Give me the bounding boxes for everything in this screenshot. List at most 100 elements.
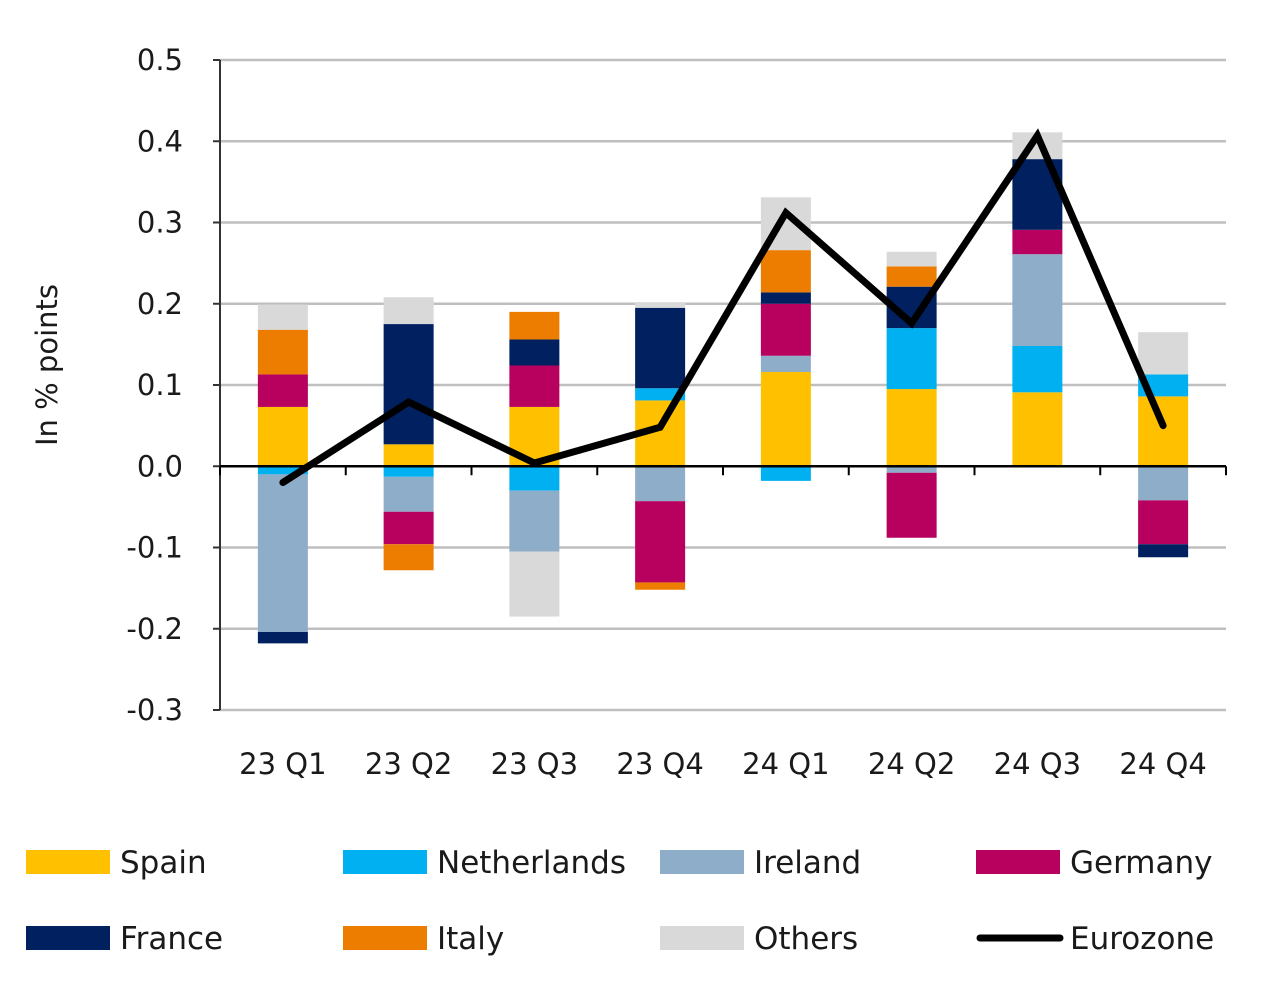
point-eurozone-24-q4 <box>1162 425 1164 427</box>
legend-label-italy: Italy <box>437 921 504 957</box>
bar-spain-24-q4 <box>1138 396 1189 467</box>
x-tick-label: 24 Q2 <box>868 747 955 781</box>
bar-italy-23-q3 <box>509 311 560 340</box>
legend-item-france: France <box>26 921 223 957</box>
legend-item-netherlands: Netherlands <box>343 845 626 881</box>
bar-others-23-q4 <box>635 302 686 308</box>
eurozone-line-layer <box>279 128 1167 486</box>
bar-ireland-24-q4 <box>1138 466 1189 501</box>
bar-netherlands-23-q4 <box>635 388 686 401</box>
y-tick-label: -0.2 <box>126 612 183 646</box>
bar-netherlands-24-q2 <box>886 328 937 390</box>
legend-item-eurozone: Eurozone <box>976 921 1214 957</box>
legend-swatch-germany <box>976 850 1060 874</box>
legend-label-netherlands: Netherlands <box>437 845 626 881</box>
legend: Spain Netherlands Ireland Germany France Ital… <box>26 845 1214 957</box>
bar-germany-23-q2 <box>383 511 434 545</box>
bar-france-24-q1 <box>760 292 811 304</box>
legend-swatch-others <box>660 926 744 950</box>
y-tick-label: 0.4 <box>137 124 183 158</box>
bar-others-23-q3 <box>509 551 560 617</box>
bar-netherlands-24-q1 <box>760 466 811 481</box>
axes <box>213 59 1227 711</box>
legend-label-others: Others <box>754 921 858 957</box>
bar-germany-23-q1 <box>257 374 308 407</box>
bar-spain-24-q1 <box>760 372 811 467</box>
y-tick-label: 0.2 <box>137 287 183 321</box>
legend-item-others: Others <box>660 921 858 957</box>
bar-ireland-24-q2 <box>886 466 937 473</box>
legend-label-france: France <box>120 921 223 957</box>
point-eurozone-23-q4 <box>659 426 661 428</box>
x-tick-label: 24 Q1 <box>742 747 829 781</box>
bar-ireland-23-q2 <box>383 476 434 512</box>
legend-item-spain: Spain <box>26 845 207 881</box>
bar-italy-23-q1 <box>257 329 308 375</box>
legend-label-germany: Germany <box>1070 845 1212 881</box>
bar-germany-24-q1 <box>760 303 811 356</box>
bar-spain-24-q2 <box>886 389 937 467</box>
x-tick-label: 23 Q1 <box>239 747 326 781</box>
x-tick-label: 23 Q3 <box>491 747 578 781</box>
legend-swatch-france <box>26 926 110 950</box>
x-tick-label: 23 Q2 <box>365 747 452 781</box>
bar-spain-23-q2 <box>383 444 434 467</box>
bar-spain-23-q1 <box>257 406 308 467</box>
bar-ireland-24-q3 <box>1012 254 1063 346</box>
bar-germany-23-q3 <box>509 365 560 407</box>
bar-netherlands-23-q1 <box>257 466 308 475</box>
bar-france-24-q4 <box>1138 544 1189 558</box>
y-tick-labels: -0.3 -0.2 -0.1 0.0 0.1 0.2 0.3 0.4 0.5 <box>126 43 183 727</box>
point-eurozone-23-q3 <box>533 462 535 464</box>
bar-ireland-24-q1 <box>760 355 811 372</box>
x-tick-label: 24 Q3 <box>994 747 1081 781</box>
bar-others-24-q2 <box>886 251 937 267</box>
point-eurozone-24-q3 <box>1036 135 1038 137</box>
y-tick-label: 0.3 <box>137 206 183 240</box>
legend-label-eurozone: Eurozone <box>1070 921 1214 957</box>
legend-item-ireland: Ireland <box>660 845 861 881</box>
legend-label-ireland: Ireland <box>754 845 861 881</box>
legend-item-italy: Italy <box>343 921 504 957</box>
bar-ireland-23-q3 <box>509 490 560 552</box>
grid-lines <box>220 58 1226 712</box>
y-tick-label: -0.1 <box>126 531 183 565</box>
legend-swatch-italy <box>343 926 427 950</box>
bar-italy-24-q2 <box>886 266 937 287</box>
point-eurozone-23-q1 <box>282 482 284 483</box>
bar-germany-24-q4 <box>1138 500 1189 545</box>
legend-swatch-ireland <box>660 850 744 874</box>
bar-france-23-q3 <box>509 339 560 366</box>
y-tick-label: 0.1 <box>137 368 183 402</box>
bar-netherlands-23-q2 <box>383 466 434 477</box>
bar-france-23-q2 <box>383 324 434 445</box>
legend-item-germany: Germany <box>976 845 1212 881</box>
bar-germany-23-q4 <box>635 501 686 583</box>
bar-others-23-q2 <box>383 297 434 325</box>
x-tick-label: 24 Q4 <box>1119 747 1206 781</box>
bar-germany-24-q3 <box>1012 229 1063 255</box>
x-tick-label: 23 Q4 <box>616 747 703 781</box>
bar-others-23-q1 <box>257 304 308 330</box>
y-axis-title: In % points <box>30 284 64 446</box>
bar-spain-24-q3 <box>1012 392 1063 467</box>
stacked-bars <box>257 132 1189 644</box>
line-eurozone <box>279 128 1167 486</box>
bar-netherlands-24-q3 <box>1012 346 1063 393</box>
bar-italy-24-q1 <box>760 250 811 293</box>
y-tick-label: -0.3 <box>126 693 183 727</box>
bar-ireland-23-q4 <box>635 466 686 502</box>
legend-swatch-spain <box>26 850 110 874</box>
legend-label-spain: Spain <box>120 845 207 881</box>
legend-swatch-netherlands <box>343 850 427 874</box>
y-tick-label: 0.0 <box>137 449 183 483</box>
bar-france-23-q1 <box>257 632 308 644</box>
point-eurozone-23-q2 <box>408 401 410 403</box>
point-eurozone-24-q1 <box>785 212 787 214</box>
bar-others-24-q4 <box>1138 332 1189 375</box>
bar-germany-24-q2 <box>886 472 937 538</box>
y-tick-label: 0.5 <box>137 43 183 77</box>
bar-italy-23-q2 <box>383 544 434 571</box>
bar-netherlands-23-q3 <box>509 466 560 491</box>
